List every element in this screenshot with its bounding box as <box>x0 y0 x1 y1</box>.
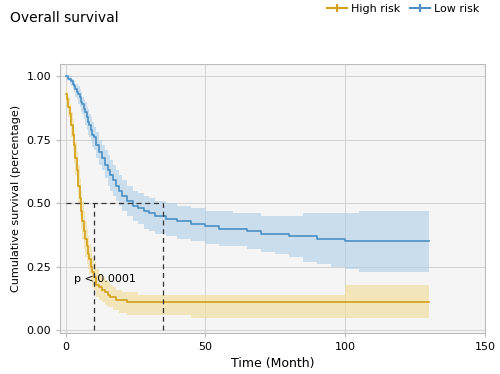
X-axis label: Time (Month): Time (Month) <box>231 358 314 370</box>
Legend: High risk, Low risk: High risk, Low risk <box>327 0 480 14</box>
Text: Overall survival: Overall survival <box>10 11 118 25</box>
Y-axis label: Cumulative survival (percentage): Cumulative survival (percentage) <box>10 105 20 292</box>
Text: p < 0.0001: p < 0.0001 <box>74 274 136 284</box>
